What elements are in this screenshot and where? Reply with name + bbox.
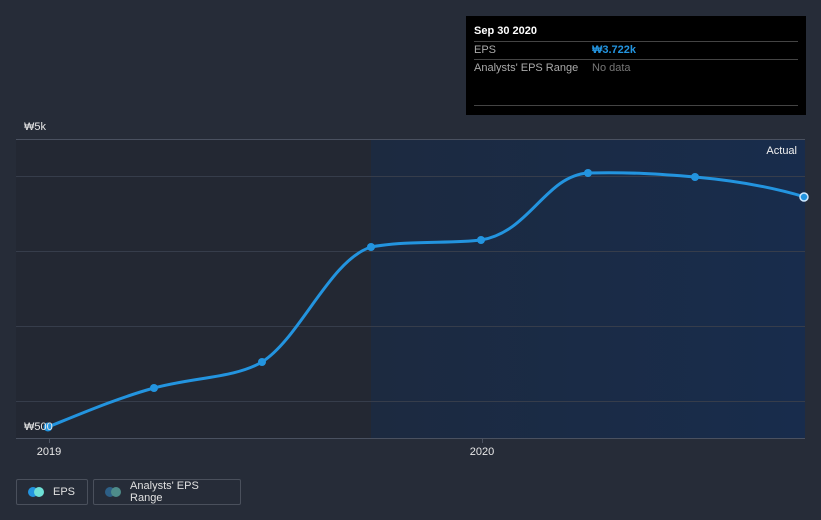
data-point[interactable]	[150, 384, 158, 392]
actual-region-label: Actual	[766, 145, 797, 157]
x-axis-label-2020: 2020	[469, 446, 495, 458]
past-region	[16, 139, 371, 438]
x-axis-label-2019: 2019	[36, 446, 62, 458]
tooltip-row-range: Analysts' EPS Range No data	[474, 59, 798, 77]
tooltip-range-value: No data	[592, 62, 631, 74]
analysts-range-legend-icon	[105, 487, 121, 497]
tooltip-eps-value: ₩3.722k	[592, 44, 637, 56]
tooltip-row-eps: EPS ₩3.722k	[474, 41, 798, 59]
data-point[interactable]	[691, 173, 699, 181]
data-point-highlighted[interactable]	[799, 192, 809, 202]
tooltip-date: Sep 30 2020	[474, 25, 537, 37]
eps-legend-icon	[28, 487, 44, 497]
y-axis-bottom-label: ₩500	[24, 421, 53, 433]
data-point[interactable]	[584, 169, 592, 177]
tooltip-eps-label: EPS	[474, 44, 497, 56]
tooltip: Sep 30 2020 EPS ₩3.722k Analysts' EPS Ra…	[466, 16, 806, 115]
data-point[interactable]	[258, 358, 266, 366]
y-axis-top-label: ₩5k	[24, 121, 46, 133]
legend-eps-button[interactable]: EPS	[16, 479, 88, 505]
legend-analysts-range-label: Analysts' EPS Range	[130, 480, 199, 504]
legend-analysts-range-button[interactable]: Analysts' EPS Range	[93, 479, 241, 505]
data-point[interactable]	[477, 236, 485, 244]
actual-region	[371, 139, 805, 438]
tooltip-divider	[474, 105, 798, 106]
legend-eps-label: EPS	[52, 486, 75, 498]
data-point[interactable]	[367, 243, 375, 251]
tooltip-range-label: Analysts' EPS Range	[474, 62, 579, 74]
eps-line	[46, 171, 807, 429]
legend: EPS Analysts' EPS Range	[16, 479, 241, 505]
data-point[interactable]	[43, 422, 53, 432]
eps-points	[43, 169, 809, 432]
